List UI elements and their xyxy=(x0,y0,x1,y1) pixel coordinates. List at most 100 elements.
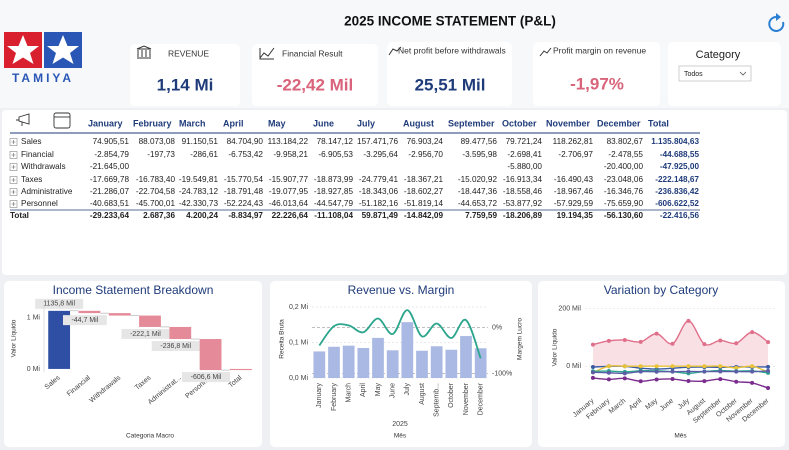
table-cell: -21.286,07 xyxy=(90,187,130,196)
bar xyxy=(401,322,414,378)
data-label-bg xyxy=(182,372,231,383)
bar xyxy=(357,347,370,378)
x-tick-label: November xyxy=(463,382,470,415)
column-header: July xyxy=(357,118,375,128)
bar xyxy=(445,349,458,378)
logo-star xyxy=(47,35,79,64)
x-tick-label: February xyxy=(331,383,338,412)
table-cell: -2.706,97 xyxy=(558,150,593,159)
column-header: April xyxy=(223,118,244,128)
x-tick-label: October xyxy=(448,382,455,408)
table-cell: 113.184,22 xyxy=(268,137,309,146)
table-cell: -18.873,99 xyxy=(314,175,354,184)
table-cell: -24.779,41 xyxy=(359,175,399,184)
marker xyxy=(766,364,771,369)
expand-plus xyxy=(11,165,16,169)
bar xyxy=(199,339,222,371)
x-tick-label: July xyxy=(404,383,411,396)
marker xyxy=(766,340,771,345)
marker xyxy=(606,338,611,343)
area xyxy=(592,320,769,367)
table-cell: 2.687,36 xyxy=(143,211,175,220)
filter-dropdown[interactable] xyxy=(678,65,752,82)
refresh-icon[interactable] xyxy=(768,15,785,32)
marker xyxy=(686,318,691,323)
marker xyxy=(670,341,675,346)
bar xyxy=(372,337,384,378)
table-cell: -16.913,34 xyxy=(503,175,543,184)
table-cell: -236.836,42 xyxy=(655,187,699,196)
table-cell: 84.704,90 xyxy=(227,137,264,146)
calendar-icon xyxy=(53,112,71,129)
data-label: -606,6 Mil xyxy=(191,374,222,381)
bar xyxy=(313,351,326,378)
bar xyxy=(229,368,252,371)
table-cell: 76.903,24 xyxy=(407,137,444,146)
dropdown-chevron[interactable] xyxy=(739,71,747,76)
marker xyxy=(686,369,691,374)
marker xyxy=(590,375,595,380)
x-tick-label: January xyxy=(316,383,323,408)
table-cell: -44.688,55 xyxy=(660,150,700,159)
marker xyxy=(734,341,739,346)
table-icons xyxy=(16,112,71,129)
table-cell: -20.400,00 xyxy=(604,162,644,171)
bar xyxy=(139,315,161,327)
y-tick-label: 1 Mi xyxy=(27,315,41,322)
marker xyxy=(622,364,627,369)
y-tick-label: 0,0 Mi xyxy=(289,375,309,382)
table-cell: -11.108,04 xyxy=(314,211,353,220)
refresh-arrow[interactable] xyxy=(776,13,781,21)
marker xyxy=(590,365,595,370)
column-header: November xyxy=(546,118,591,128)
chart: Revenue vs. Margin 0,0 Mi 0,1 Mi 0,2 Mi Rece… xyxy=(279,283,524,440)
y2-tick-label: -100% xyxy=(492,370,512,377)
kpi-card: Financial Result -22,42 Mil xyxy=(252,44,378,106)
marker xyxy=(686,378,691,383)
marker xyxy=(654,377,659,382)
marker xyxy=(670,364,675,369)
marker xyxy=(718,369,723,374)
x-tick-label: Septemb... xyxy=(434,383,441,417)
table-cell: -3.295,64 xyxy=(363,150,398,159)
marker xyxy=(702,364,707,369)
refresh-button[interactable] xyxy=(768,13,785,32)
bar xyxy=(416,350,428,378)
kpi-card-bg xyxy=(533,42,660,106)
x-axis-label: Categoria Macro xyxy=(126,433,174,440)
table-cell: 22.226,64 xyxy=(272,211,309,220)
y-tick-label: 0,2 Mi xyxy=(289,304,309,311)
y-tick-label: 0 Mil xyxy=(566,363,581,370)
column-header: March xyxy=(179,118,206,128)
marker xyxy=(718,338,723,343)
y-axis-label: Receita Bruta xyxy=(279,319,286,359)
table-cell: -19.077,95 xyxy=(269,187,309,196)
table-cell: -15.770,54 xyxy=(224,175,264,184)
marker xyxy=(734,369,739,374)
table-cell: -14.842,09 xyxy=(404,211,444,220)
table-cell: -16.783,40 xyxy=(136,175,176,184)
table-cell: 7.759,59 xyxy=(465,211,497,220)
table-cell: -2.478,55 xyxy=(608,150,643,159)
x-tick-label: March xyxy=(346,383,353,403)
filter-value[interactable]: Todos xyxy=(684,71,703,78)
y-tick-label: 200 Mil xyxy=(558,305,581,312)
y-axis-label: Valor Líquido xyxy=(11,319,18,357)
row-label: Total xyxy=(10,211,29,220)
table-panel xyxy=(2,110,787,275)
table-cell: -29.233,64 xyxy=(90,211,130,220)
kpi-card-bg xyxy=(130,44,240,106)
marker xyxy=(622,337,627,342)
marker xyxy=(606,364,611,369)
table-cell: 91.150,51 xyxy=(182,137,219,146)
kpi-icon xyxy=(388,46,402,56)
data-label-bg xyxy=(62,315,107,326)
table-cell: -22.416,56 xyxy=(660,211,700,220)
marker xyxy=(702,379,707,384)
bar xyxy=(48,310,71,369)
bar xyxy=(342,345,355,378)
bar xyxy=(430,346,443,378)
marker xyxy=(670,377,675,382)
table-cell: -57.929,59 xyxy=(554,199,594,208)
marker xyxy=(750,369,755,374)
